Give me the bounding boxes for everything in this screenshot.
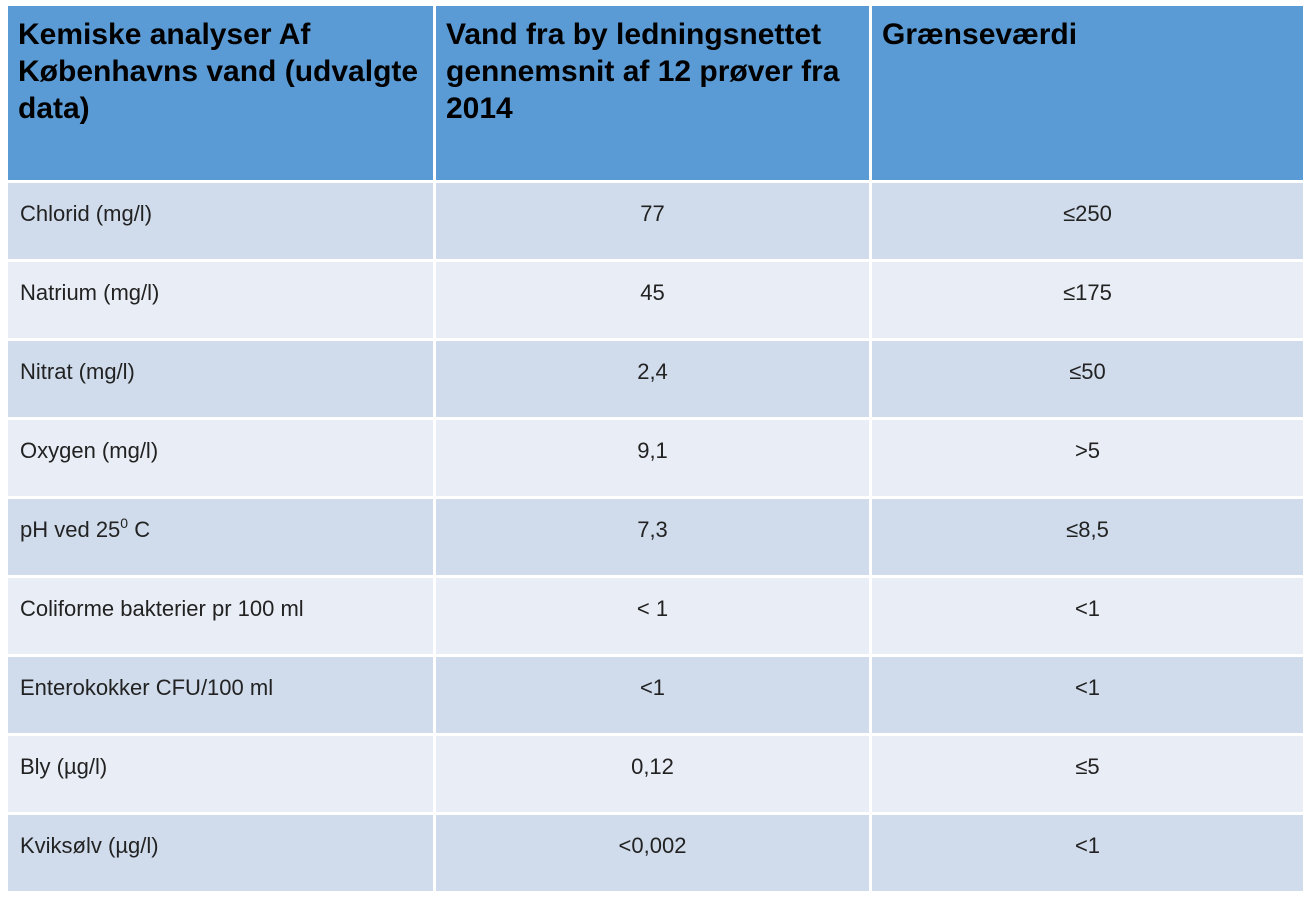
row-oxygen-parameter: Oxygen (mg/l) xyxy=(8,420,436,499)
row-ph-parameter: pH ved 250 C xyxy=(8,499,436,578)
row-chlorid-value: 77 xyxy=(436,183,872,262)
row-kviksolv-parameter: Kviksølv (µg/l) xyxy=(8,815,436,894)
ph-superscript: 0 xyxy=(120,515,129,531)
row-kviksolv-limit: <1 xyxy=(872,815,1303,894)
row-bly-value: 0,12 xyxy=(436,736,872,815)
row-enterokokker-limit: <1 xyxy=(872,657,1303,736)
ph-label: pH ved 25 xyxy=(20,517,121,542)
row-chlorid-limit: ≤250 xyxy=(872,183,1303,262)
row-oxygen-value: 9,1 xyxy=(436,420,872,499)
row-coliforme-parameter: Coliforme bakterier pr 100 ml xyxy=(8,578,436,657)
row-enterokokker-value: <1 xyxy=(436,657,872,736)
row-ph-limit: ≤8,5 xyxy=(872,499,1303,578)
row-natrium-limit: ≤175 xyxy=(872,262,1303,341)
row-nitrat-value: 2,4 xyxy=(436,341,872,420)
ph-unit: C xyxy=(128,517,151,542)
row-natrium-parameter: Natrium (mg/l) xyxy=(8,262,436,341)
row-enterokokker-parameter: Enterokokker CFU/100 ml xyxy=(8,657,436,736)
row-oxygen-limit: >5 xyxy=(872,420,1303,499)
row-ph-value: 7,3 xyxy=(436,499,872,578)
row-bly-parameter: Bly (µg/l) xyxy=(8,736,436,815)
header-limit: Grænseværdi xyxy=(872,6,1303,183)
row-coliforme-value: < 1 xyxy=(436,578,872,657)
row-natrium-value: 45 xyxy=(436,262,872,341)
header-value: Vand fra by ledningsnettet gennemsnit af… xyxy=(436,6,872,183)
row-bly-limit: ≤5 xyxy=(872,736,1303,815)
row-nitrat-parameter: Nitrat (mg/l) xyxy=(8,341,436,420)
row-nitrat-limit: ≤50 xyxy=(872,341,1303,420)
row-coliforme-limit: <1 xyxy=(872,578,1303,657)
water-analysis-table: Kemiske analyser Af Københavns vand (udv… xyxy=(8,6,1303,894)
row-chlorid-parameter: Chlorid (mg/l) xyxy=(8,183,436,262)
row-kviksolv-value: <0,002 xyxy=(436,815,872,894)
header-parameter: Kemiske analyser Af Københavns vand (udv… xyxy=(8,6,436,183)
